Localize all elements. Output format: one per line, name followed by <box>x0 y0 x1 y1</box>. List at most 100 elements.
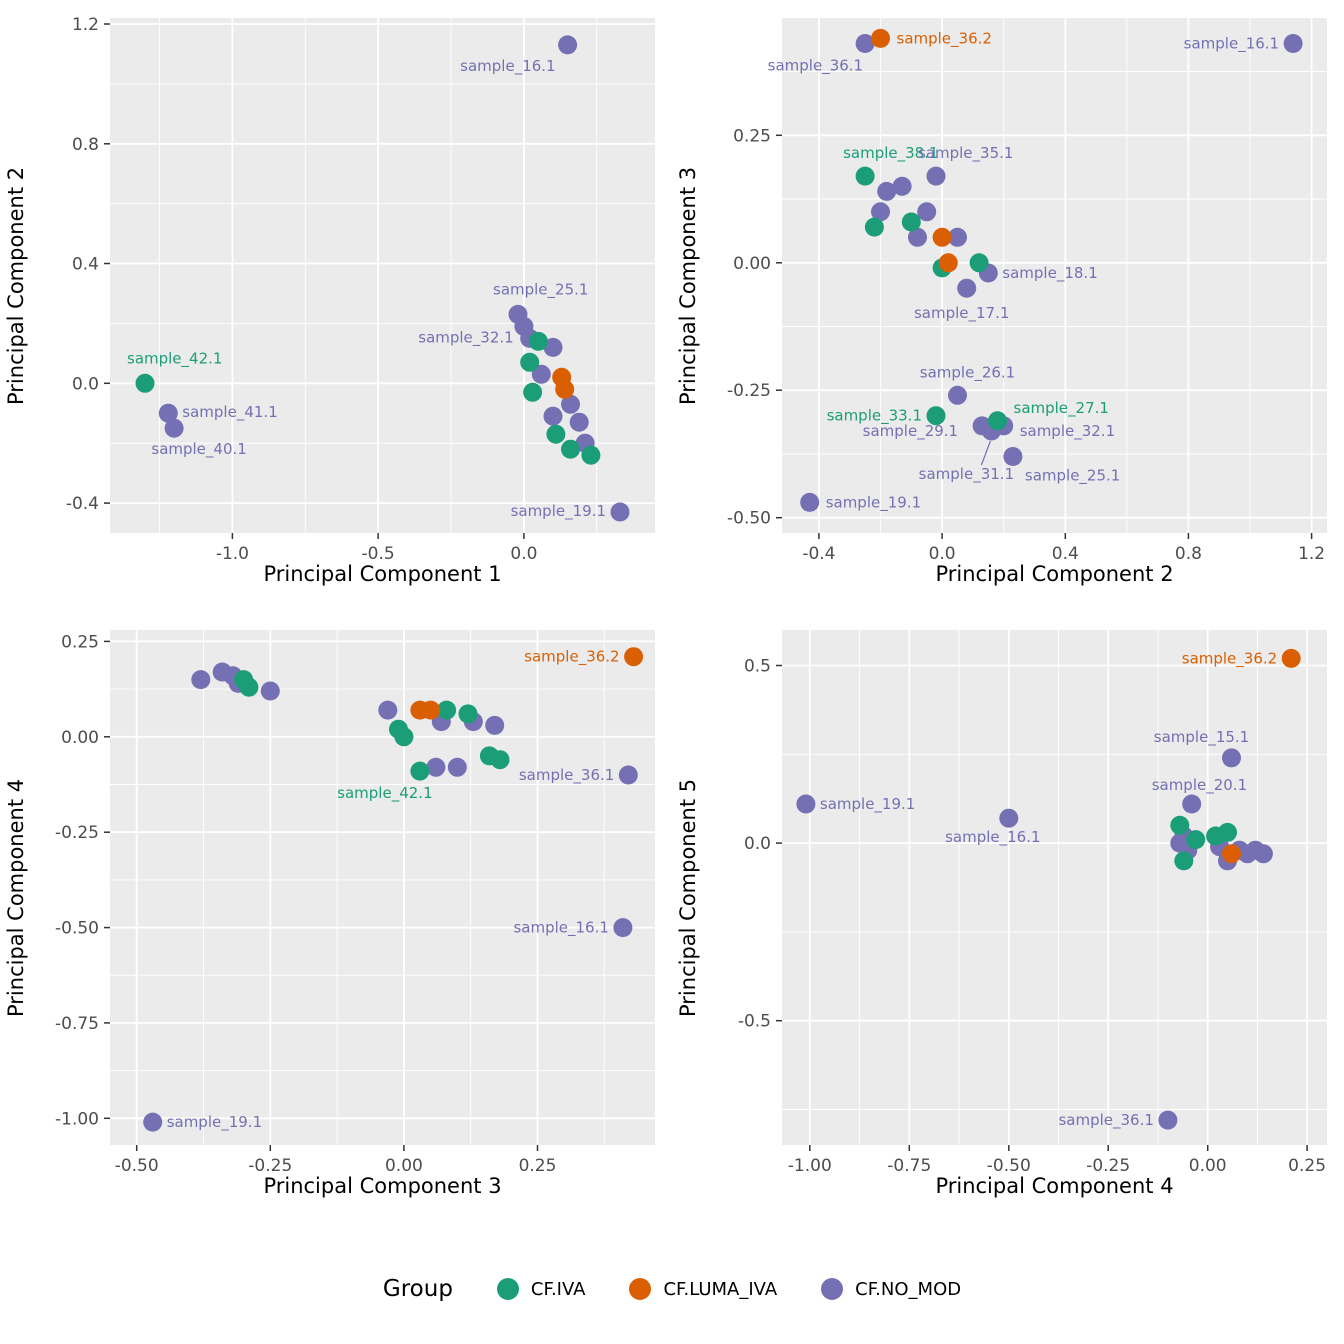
plot-area-pc4-vs-pc3: -0.50 -0.25 0.00 0.25 -1.00 -0.75 -0.50 -0.25 0.… <box>55 630 655 1174</box>
data-point <box>926 406 946 426</box>
data-point <box>871 202 890 222</box>
x-tick-label: 0.25 <box>519 1156 557 1174</box>
x-tick-label: 0.4 <box>1052 544 1079 562</box>
data-point <box>901 212 921 232</box>
point-label: sample_16.1 <box>945 828 1040 847</box>
legend-item-cf-no-mod: CF.NO_MOD <box>821 1278 961 1300</box>
y-tick-label: 0.0 <box>72 374 99 394</box>
data-point <box>581 445 601 465</box>
data-point <box>410 761 430 781</box>
data-point <box>1253 844 1273 864</box>
y-tick-label: 0.5 <box>744 657 771 677</box>
data-point <box>135 373 155 393</box>
x-axis-title: Principal Component 3 <box>263 1174 502 1198</box>
y-tick-label: -1.00 <box>55 1109 99 1129</box>
data-point <box>1222 844 1241 864</box>
plot-area-pc5-vs-pc4: -1.00 -0.75 -0.50 -0.25 0.00 0.25 -0.5 0.0 0.5 sa… <box>738 630 1327 1174</box>
y-tick-label: -0.5 <box>738 1012 771 1032</box>
point-label: sample_42.1 <box>127 349 222 368</box>
point-label: sample_18.1 <box>1002 264 1097 283</box>
y-axis-title: Principal Component 3 <box>676 166 700 406</box>
panel-background <box>782 630 1327 1145</box>
data-point <box>1281 648 1301 668</box>
data-point <box>523 382 543 402</box>
x-tick-label: 0.0 <box>929 544 956 562</box>
pca-figure: Principal Component 2 -1.0 -0.5 0.0 -0.4 0.0… <box>0 10 1344 1302</box>
point-label: sample_17.1 <box>914 304 1009 323</box>
point-label: sample_26.1 <box>920 363 1015 382</box>
pca-panel-pc3-vs-pc2: Principal Component 3 -0.4 0.0 0.4 0.8 1.2 -0… <box>672 10 1344 622</box>
data-point <box>1170 815 1190 835</box>
data-point <box>855 166 875 186</box>
point-label: sample_36.2 <box>524 648 619 667</box>
legend: Group CF.IVA CF.LUMA_IVA CF.NO_MOD <box>0 1276 1344 1302</box>
y-tick-label: -0.50 <box>55 919 99 939</box>
data-point <box>948 385 967 405</box>
x-tick-label: -0.25 <box>248 1156 292 1174</box>
point-label: sample_19.1 <box>826 493 921 512</box>
data-point <box>143 1112 163 1132</box>
point-label: sample_20.1 <box>1152 776 1247 795</box>
data-point <box>1186 830 1206 850</box>
point-label: sample_35.1 <box>918 144 1013 163</box>
data-point <box>158 403 178 423</box>
data-point <box>917 202 937 222</box>
label-leader-line <box>980 440 991 466</box>
data-point <box>447 757 467 777</box>
y-tick-label: 0.4 <box>72 255 99 275</box>
data-point <box>610 502 630 522</box>
data-point <box>926 166 946 186</box>
data-point <box>969 253 989 273</box>
legend-label-cf-luma-iva: CF.LUMA_IVA <box>663 1278 778 1300</box>
data-point <box>458 704 478 724</box>
data-point <box>1158 1110 1178 1130</box>
plot-area-pc2-vs-pc1: -1.0 -0.5 0.0 -0.4 0.0 0.4 0.8 1.2 sample_16.1sa… <box>66 15 655 562</box>
x-tick-label: -0.25 <box>1086 1156 1130 1174</box>
point-label: sample_36.1 <box>768 57 863 76</box>
point-label: sample_33.1 <box>827 407 922 426</box>
data-point <box>999 808 1019 828</box>
data-point <box>528 331 548 351</box>
data-point <box>871 28 890 48</box>
x-tick-label: -1.0 <box>216 544 249 562</box>
data-point <box>543 406 563 426</box>
point-label: sample_16.1 <box>1184 35 1279 54</box>
plot-area-pc3-vs-pc2: -0.4 0.0 0.4 0.8 1.2 -0.50 -0.25 0.00 0.25 sample… <box>727 18 1327 562</box>
point-label: sample_25.1 <box>1025 467 1120 486</box>
point-label: sample_41.1 <box>182 403 277 422</box>
data-point <box>1222 748 1241 768</box>
point-label: sample_36.2 <box>1182 649 1277 668</box>
y-axis-title: Principal Component 2 <box>4 166 28 406</box>
point-label: sample_32.1 <box>1020 422 1115 441</box>
legend-title: Group <box>382 1276 453 1302</box>
point-label: sample_42.1 <box>337 784 432 803</box>
data-point <box>561 394 580 414</box>
data-point <box>531 364 551 384</box>
data-point <box>988 411 1007 431</box>
data-point <box>1283 34 1303 53</box>
point-label: sample_40.1 <box>151 440 246 459</box>
legend-label-cf-no-mod: CF.NO_MOD <box>855 1278 962 1300</box>
x-tick-label: -0.5 <box>362 544 395 562</box>
y-tick-label: 0.25 <box>733 126 771 146</box>
pca-panel-pc2-vs-pc1: Principal Component 2 -1.0 -0.5 0.0 -0.4 0.0… <box>0 10 672 622</box>
x-tick-label: -0.50 <box>987 1156 1031 1174</box>
y-tick-label: -0.25 <box>55 823 99 843</box>
pca-panel-pc5-vs-pc4: Principal Component 5 -1.00 -0.75 -0.50 -0.… <box>672 622 1344 1234</box>
data-point <box>938 253 958 273</box>
data-point <box>543 337 563 357</box>
x-tick-label: 1.2 <box>1298 544 1325 562</box>
data-point <box>421 700 441 720</box>
y-axis-title: Principal Component 4 <box>4 778 28 1018</box>
x-tick-label: 0.00 <box>1189 1156 1227 1174</box>
data-point <box>561 439 580 459</box>
point-label: sample_29.1 <box>863 422 958 441</box>
data-point <box>800 492 820 512</box>
data-point <box>624 647 644 667</box>
x-tick-label: -0.50 <box>115 1156 159 1174</box>
point-label: sample_27.1 <box>1014 399 1109 418</box>
data-point <box>1218 822 1237 842</box>
y-tick-label: 0.00 <box>733 254 771 274</box>
y-tick-label: -0.75 <box>55 1014 99 1034</box>
legend-label-cf-iva: CF.IVA <box>530 1278 586 1300</box>
